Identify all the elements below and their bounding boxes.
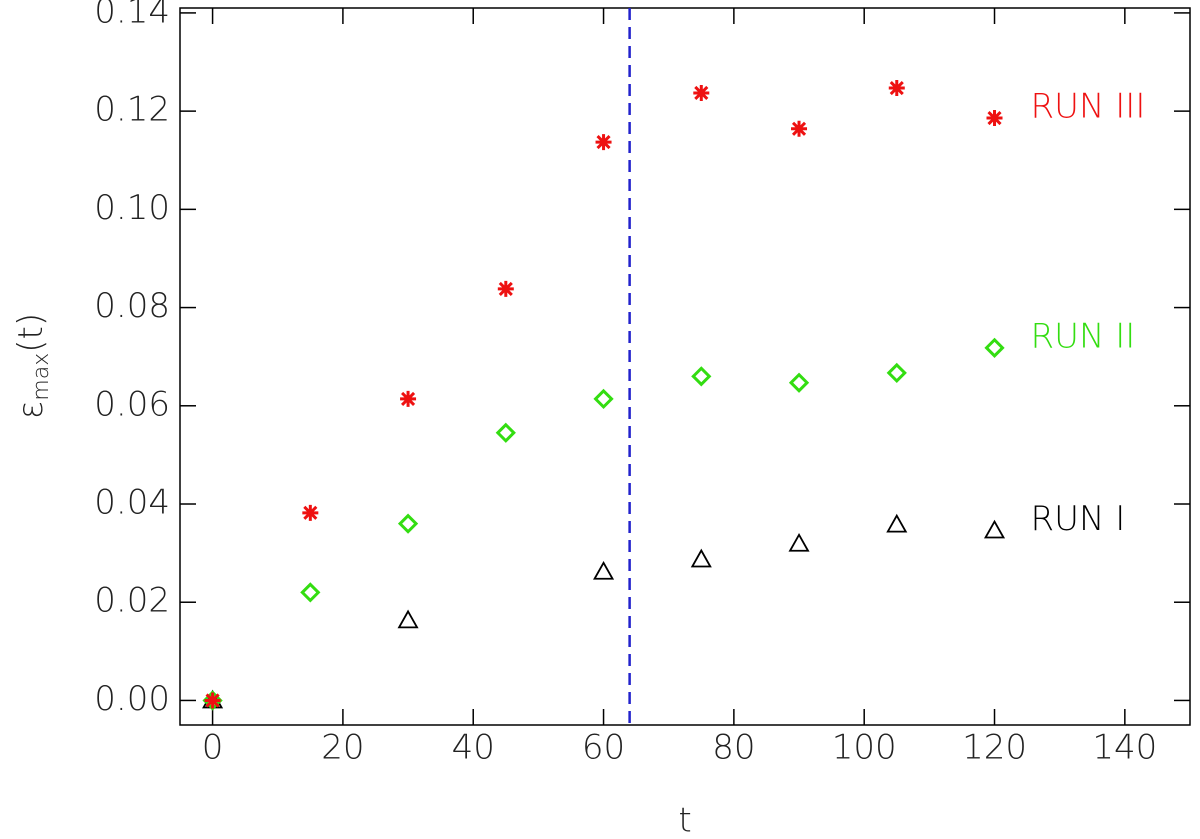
point: [693, 84, 710, 101]
point: [886, 362, 907, 384]
point: [400, 390, 417, 407]
series-label: RUN II: [1031, 316, 1136, 356]
y-axis-label: εmax(t): [11, 313, 55, 419]
y-tick-label: 0.04: [94, 483, 170, 523]
y-tick-label: 0.00: [94, 679, 170, 719]
point: [691, 366, 712, 387]
x-tick-label: 100: [832, 728, 897, 768]
x-tick-label: 20: [321, 728, 364, 768]
point: [888, 80, 905, 97]
point: [984, 337, 1005, 358]
point: [397, 513, 419, 534]
x-tick-label: 120: [962, 728, 1027, 768]
point: [397, 609, 419, 629]
point: [593, 388, 614, 410]
x-axis-label: t: [678, 801, 691, 839]
y-tick-label: 0.06: [94, 384, 170, 424]
y-axis-label-symbol: ε: [11, 401, 51, 419]
point: [983, 519, 1006, 539]
point: [986, 110, 1003, 127]
point: [593, 560, 615, 580]
y-axis-label-rest: (t): [11, 313, 51, 353]
point: [204, 692, 221, 709]
y-tick-label: 0.12: [94, 90, 170, 130]
point: [302, 504, 319, 521]
y-tick-label: 0.08: [94, 286, 170, 326]
plot-frame: [179, 7, 1191, 726]
x-tick-label: 140: [1092, 728, 1157, 768]
y-tick-label: 0.02: [94, 581, 170, 621]
x-tick-label: 80: [712, 728, 755, 768]
point: [300, 582, 321, 603]
point: [791, 120, 808, 137]
point: [886, 513, 908, 533]
x-tick-label: 60: [582, 728, 625, 768]
series-label: RUN III: [1031, 87, 1146, 127]
point: [595, 134, 612, 151]
y-tick-label: 0.14: [94, 0, 170, 31]
y-tick-label: 0.10: [94, 188, 170, 228]
point: [495, 422, 516, 443]
series-label: RUN I: [1031, 499, 1126, 539]
y-axis-label-subscript: max: [29, 353, 54, 401]
point: [788, 532, 810, 552]
x-tick-label: 40: [452, 728, 495, 768]
point: [690, 548, 712, 568]
x-tick-label: 0: [202, 728, 224, 768]
point: [497, 280, 514, 297]
point: [788, 372, 810, 393]
